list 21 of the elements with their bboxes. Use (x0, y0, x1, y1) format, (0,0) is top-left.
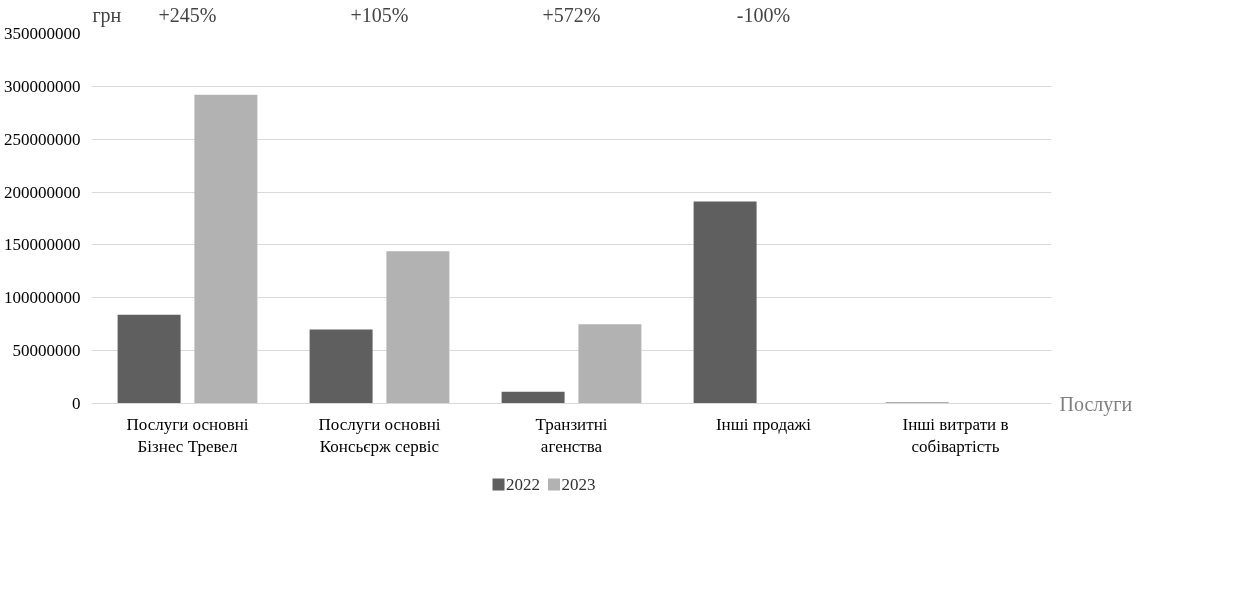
y-tick-label: 200000000 (4, 182, 81, 202)
x-tick-label: Інші витрати в собівартість (902, 414, 1009, 457)
legend-label: 2023 (561, 475, 596, 494)
y-tick-label: 250000000 (4, 129, 81, 149)
y-tick-label: 100000000 (4, 288, 81, 308)
text: +245% (158, 3, 217, 26)
y-tick-label: 0 (72, 394, 81, 413)
text: +105% (350, 3, 409, 26)
legend-label: 2022 (505, 475, 540, 494)
x-tick-label: Транзитні агенства (535, 414, 608, 457)
y-tick-label: 300000000 (4, 76, 81, 96)
text: -100% (736, 3, 791, 26)
y-tick-label: 150000000 (4, 235, 81, 255)
x-tick-label: Послуги основні Консьєрж сервіс (318, 414, 441, 457)
text: +572% (542, 3, 601, 26)
x-axis-title: Послуги (1059, 392, 1133, 416)
y-tick-label: 350000000 (4, 24, 81, 43)
x-tick-label: Послуги основні Бізнес Тревел (126, 414, 249, 457)
x-tick-label: Інші продажі (715, 414, 812, 434)
y-tick-label: 50000000 (12, 341, 81, 361)
y-axis-title: грн (92, 3, 122, 27)
